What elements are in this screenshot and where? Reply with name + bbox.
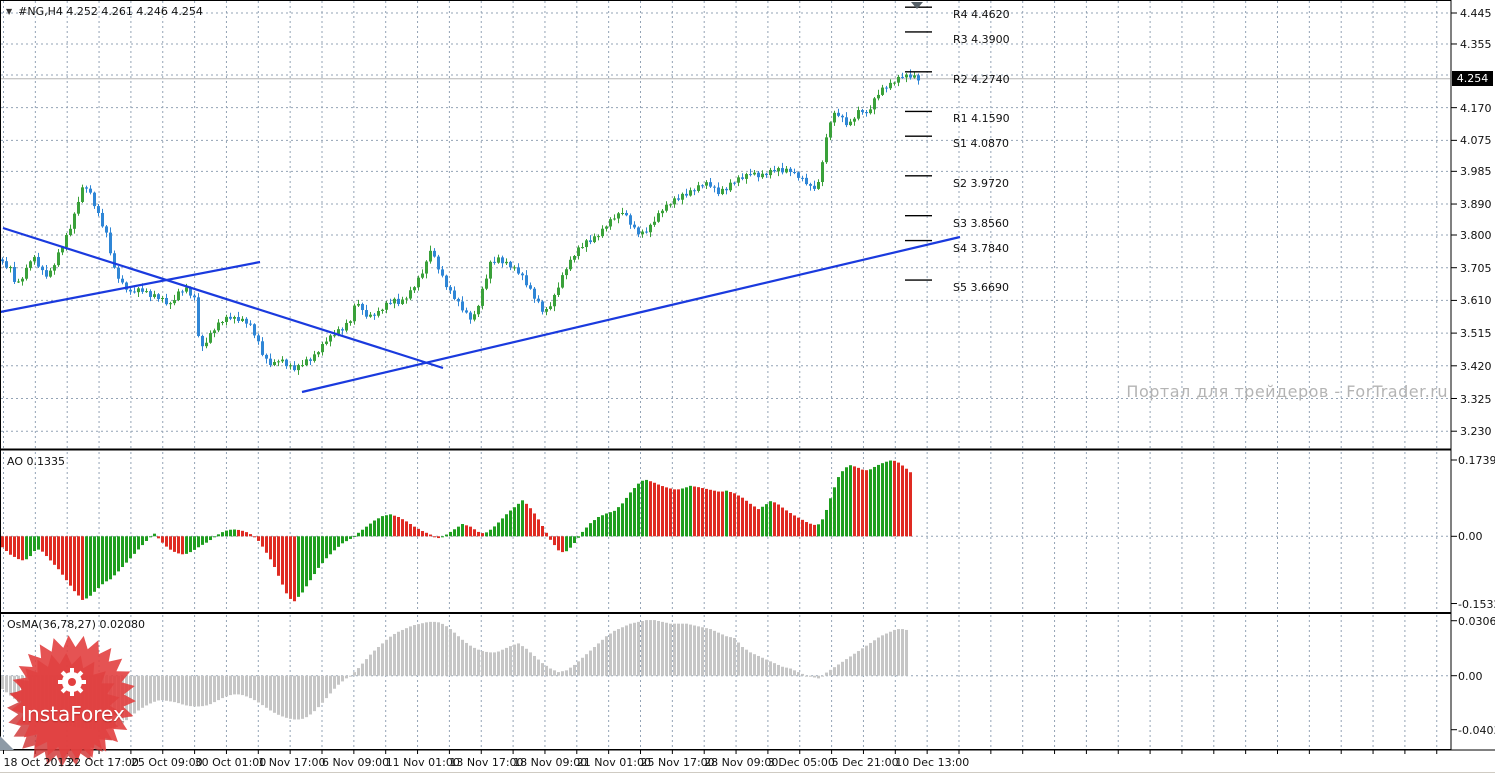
- time-axis-label: 10 Dec 13:00: [895, 756, 970, 769]
- ao-axis-label: 0.1739: [1458, 453, 1495, 467]
- price-axis-label: 4.355: [1460, 37, 1492, 51]
- time-axis-label: 3 Dec 05:00: [767, 756, 835, 769]
- ao-indicator-label: AO 0.1335: [7, 455, 65, 468]
- pivot-level-label: S1 4.0870: [953, 137, 1009, 151]
- time-axis-label: 28 Nov 09:00: [704, 756, 779, 769]
- pivot-level-label: S4 3.7840: [953, 241, 1009, 255]
- osma-axis-label: 0.00: [1458, 669, 1483, 683]
- current-price-badge: 4.254: [1452, 71, 1493, 87]
- price-axis-label: 3.325: [1460, 392, 1492, 406]
- time-axis-label: 6 Nov 09:00: [322, 756, 390, 769]
- price-axis-label: 4.445: [1460, 7, 1492, 20]
- time-axis-label: 13 Nov 17:00: [449, 756, 524, 769]
- ao-axis-label: 0.00: [1458, 530, 1483, 544]
- pivot-level-label: R3 4.3900: [953, 32, 1010, 46]
- time-axis-label: 25 Nov 17:00: [640, 756, 715, 769]
- time-axis-label: 11 Nov 01:00: [385, 756, 460, 769]
- price-axis-label: 3.610: [1460, 294, 1492, 308]
- price-axis-label: 3.705: [1460, 261, 1492, 275]
- instaforex-logo-star: [10, 635, 136, 761]
- pivot-level-label: R2 4.2740: [953, 72, 1010, 86]
- time-axis-label: 1 Nov 17:00: [258, 756, 326, 769]
- pivot-level-label: R4 4.4620: [953, 8, 1010, 22]
- symbol-dropdown-icon[interactable]: ▼: [6, 7, 13, 16]
- pivot-level-label: S3 3.8560: [953, 216, 1009, 230]
- price-axis-label: 3.230: [1460, 425, 1492, 439]
- osma-axis-label: 0.03065: [1458, 614, 1495, 628]
- instaforex-gear-icon: [58, 668, 86, 696]
- time-axis-label: 21 Nov 01:00: [576, 756, 651, 769]
- symbol-legend: ▼ #NG,H4 4.252 4.261 4.246 4.254: [6, 5, 203, 18]
- pivot-level-label: S2 3.9720: [953, 176, 1009, 190]
- price-axis-label: 3.800: [1460, 229, 1492, 242]
- time-axis-label: 22 Oct 17:00: [67, 756, 139, 769]
- price-axis-label: 4.075: [1460, 134, 1492, 148]
- price-axis-label: 3.515: [1460, 327, 1492, 341]
- price-axis-label: 3.890: [1460, 198, 1492, 212]
- osma-axis-label: -0.04039: [1458, 723, 1495, 737]
- osma-indicator-label: OsMA(36,78,27) 0.02080: [7, 618, 145, 631]
- time-axis-label: 18 Nov 09:00: [513, 756, 588, 769]
- pivot-level-label: S5 3.6690: [953, 281, 1009, 295]
- instaforex-logo-text: InstaForex: [21, 702, 125, 726]
- pivot-level-label: R1 4.1590: [953, 112, 1010, 126]
- price-axis-label: 3.420: [1460, 359, 1492, 373]
- price-axis-label: 4.170: [1460, 101, 1492, 115]
- price-axis-label: 3.985: [1460, 165, 1492, 179]
- ao-axis-label: -0.1532: [1458, 597, 1495, 611]
- fortrader-watermark: Портал для трейдеров - ForTrader.ru: [1126, 382, 1448, 401]
- time-axis-label: 18 Oct 2013: [3, 756, 72, 769]
- time-axis-label: 25 Oct 09:00: [130, 756, 203, 769]
- time-axis-label: 5 Dec 21:00: [831, 756, 899, 769]
- symbol-ohlc-text: #NG,H4 4.252 4.261 4.246 4.254: [18, 5, 203, 18]
- time-axis-label: 30 Oct 01:00: [194, 756, 267, 769]
